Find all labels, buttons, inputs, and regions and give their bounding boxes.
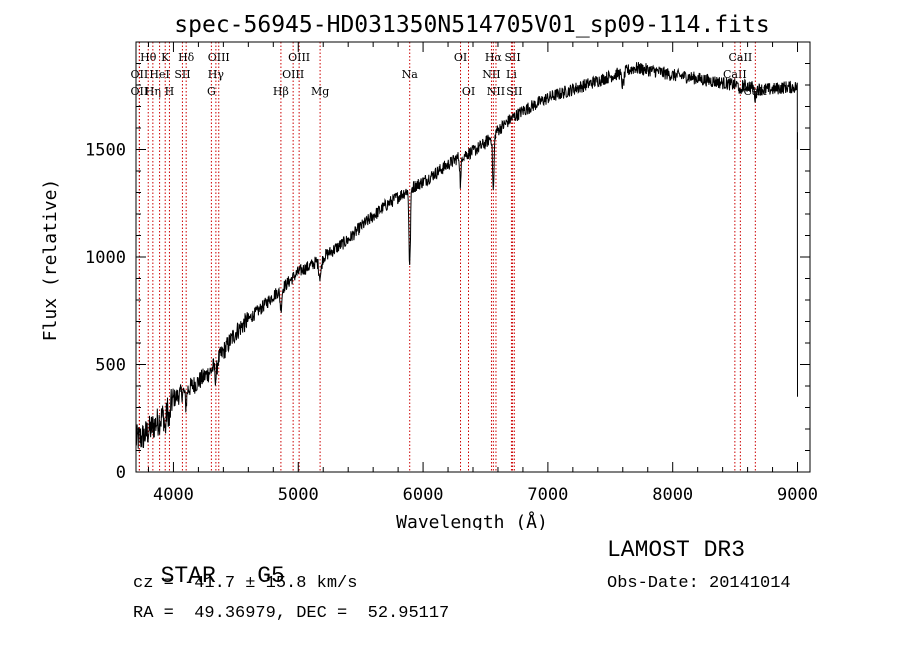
line-marker-label-3: Hη [145,85,161,98]
line-marker-label-26: CaII [729,51,753,64]
line-marker-label-1: Hθ [140,51,157,64]
line-marker-label-6: H [165,85,175,98]
coordinates-readout: RA = 49.36979, DEC = 52.95117 [133,604,450,623]
plot-frame [135,41,811,473]
line-marker-label-19: NII [482,68,500,81]
object-class: STAR G5 [133,537,285,589]
line-marker-label-16: Na [402,68,419,81]
line-marker-label-24: SII [506,85,522,98]
subclass-label: G5 [257,563,285,589]
line-marker-label-18: OI [462,85,475,98]
y-tick-label: 500 [95,356,126,376]
x-tick-label: 5000 [278,485,319,505]
y-axis: 0 500 1000 1500 [85,41,810,483]
line-marker-label-11: G [207,85,216,98]
chart-title: spec-56945-HD031350N514705V01_sp09-114.f… [174,12,769,38]
x-tick-label: 8000 [652,485,693,505]
line-marker-label-14: OIII [288,51,310,64]
line-marker-label-7: SII [174,68,190,81]
x-tick-label: 9000 [777,485,818,505]
line-marker-label-12: Hβ [273,85,289,98]
line-marker-label-22: Li [506,68,517,81]
x-tick-label: 4000 [153,485,194,505]
x-tick-label: 6000 [403,485,444,505]
y-axis-label: Flux (relative) [40,179,61,342]
y-tick-label: 1500 [85,141,126,161]
y-tick-label: 1000 [85,248,126,268]
line-marker-label-23: SII [504,51,520,64]
cz-readout: cz = -41.7 ± 15.8 km/s [133,574,358,593]
line-marker-label-20: Hα [485,51,503,64]
line-marker-label-17: OI [454,51,467,64]
survey-label: LAMOST DR3 [607,537,746,563]
obs-date-readout: Obs-Date: 20141014 [607,574,791,593]
x-axis-label: Wavelength (Å) [396,511,548,530]
line-marker-label-13: OIII [282,68,304,81]
line-marker-label-10: Hγ [208,68,225,81]
object-class-label: STAR [160,563,216,589]
y-tick-label: 0 [116,463,126,483]
line-marker-label-2: OII [131,85,149,98]
line-marker-label-4: HeI [149,68,169,81]
line-marker-label-5: K [161,51,170,64]
line-marker-label-21: NII [487,85,505,98]
x-tick-label: 7000 [527,485,568,505]
spectrum-chart: spec-56945-HD031350N514705V01_sp09-114.f… [40,12,818,530]
line-marker-label-15: Mg [311,85,329,98]
spectrum-line [135,62,798,449]
line-marker-label-8: Hδ [178,51,195,64]
x-axis: 4000 5000 6000 7000 8000 9000 [147,42,818,505]
line-marker-label-9: OIII [208,51,230,64]
